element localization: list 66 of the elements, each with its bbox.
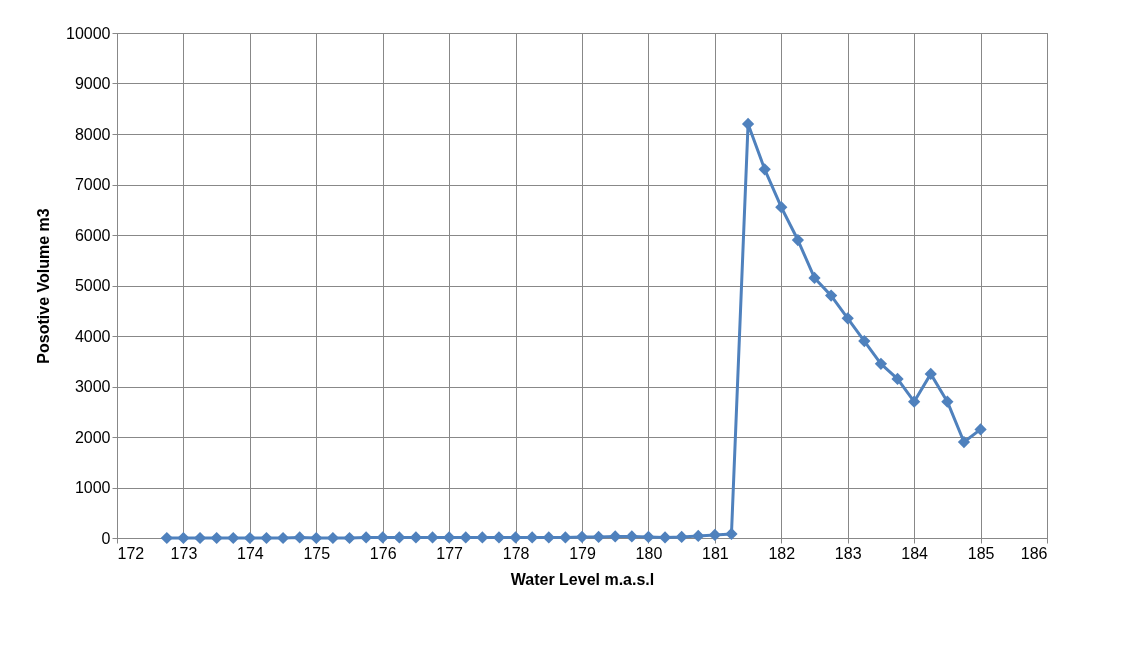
- y-tick-label: 1000: [74, 479, 111, 496]
- point: [310, 531, 323, 545]
- point: [343, 531, 356, 545]
- point: [808, 271, 821, 285]
- x-tick-label: 180: [635, 544, 663, 562]
- point: [824, 289, 838, 302]
- y-tick-label: 8000: [74, 125, 111, 143]
- point: [775, 201, 788, 214]
- point: [210, 531, 223, 545]
- y-tick-label: 3000: [74, 378, 111, 395]
- point: [725, 527, 738, 541]
- point: [841, 312, 854, 325]
- y-tick-label: 10000: [66, 24, 111, 42]
- y-tick-label: 7000: [74, 176, 111, 193]
- x-tick-label: 175: [303, 544, 331, 562]
- point: [658, 531, 672, 544]
- point: [675, 530, 688, 544]
- point: [193, 531, 207, 545]
- x-tick-label: 185: [967, 544, 995, 562]
- point: [924, 367, 937, 380]
- point: [858, 334, 871, 348]
- x-tick-label: 179: [569, 544, 596, 562]
- point: [941, 395, 954, 408]
- x-tick-label: 172: [117, 544, 145, 562]
- y-tick-label: 9000: [74, 75, 111, 92]
- point: [974, 423, 987, 436]
- point: [874, 357, 888, 370]
- x-tick-label: 173: [170, 544, 198, 562]
- x-tick-label: 181: [702, 544, 729, 562]
- point: [708, 528, 721, 542]
- x-tick-label: 177: [436, 544, 464, 562]
- x-tick-label: 183: [834, 544, 862, 562]
- point: [642, 530, 655, 544]
- point: [492, 531, 506, 544]
- point: [293, 531, 306, 544]
- y-tick-label: 0: [101, 529, 111, 547]
- x-tick-label: 182: [768, 544, 796, 562]
- x-axis-title: Water Level m.a.s.l: [510, 570, 655, 588]
- point: [227, 531, 240, 545]
- point: [592, 530, 605, 544]
- y-axis-title: Posotive Volume m3: [35, 208, 53, 364]
- point: [758, 163, 771, 176]
- y-tick-label: 6000: [74, 226, 111, 244]
- x-tick-label: 184: [901, 544, 929, 562]
- point: [891, 372, 904, 386]
- point: [741, 117, 755, 131]
- x-tick-label: 174: [237, 544, 264, 562]
- point: [957, 435, 971, 449]
- point: [276, 531, 290, 545]
- y-tick-label: 2000: [74, 428, 111, 446]
- x-tick-label: 186: [1020, 544, 1048, 562]
- point: [908, 395, 921, 408]
- point: [359, 531, 373, 544]
- point: [409, 531, 423, 544]
- point: [326, 531, 340, 545]
- point: [243, 531, 256, 545]
- x-tick-label: 176: [369, 544, 397, 562]
- point: [692, 529, 705, 543]
- y-tick-label: 4000: [74, 327, 111, 345]
- point: [160, 531, 173, 545]
- point: [260, 531, 273, 545]
- point: [177, 531, 190, 545]
- x-tick-label: 178: [502, 544, 530, 562]
- point: [791, 233, 805, 247]
- y-tick-label: 5000: [74, 277, 111, 294]
- point: [575, 530, 589, 544]
